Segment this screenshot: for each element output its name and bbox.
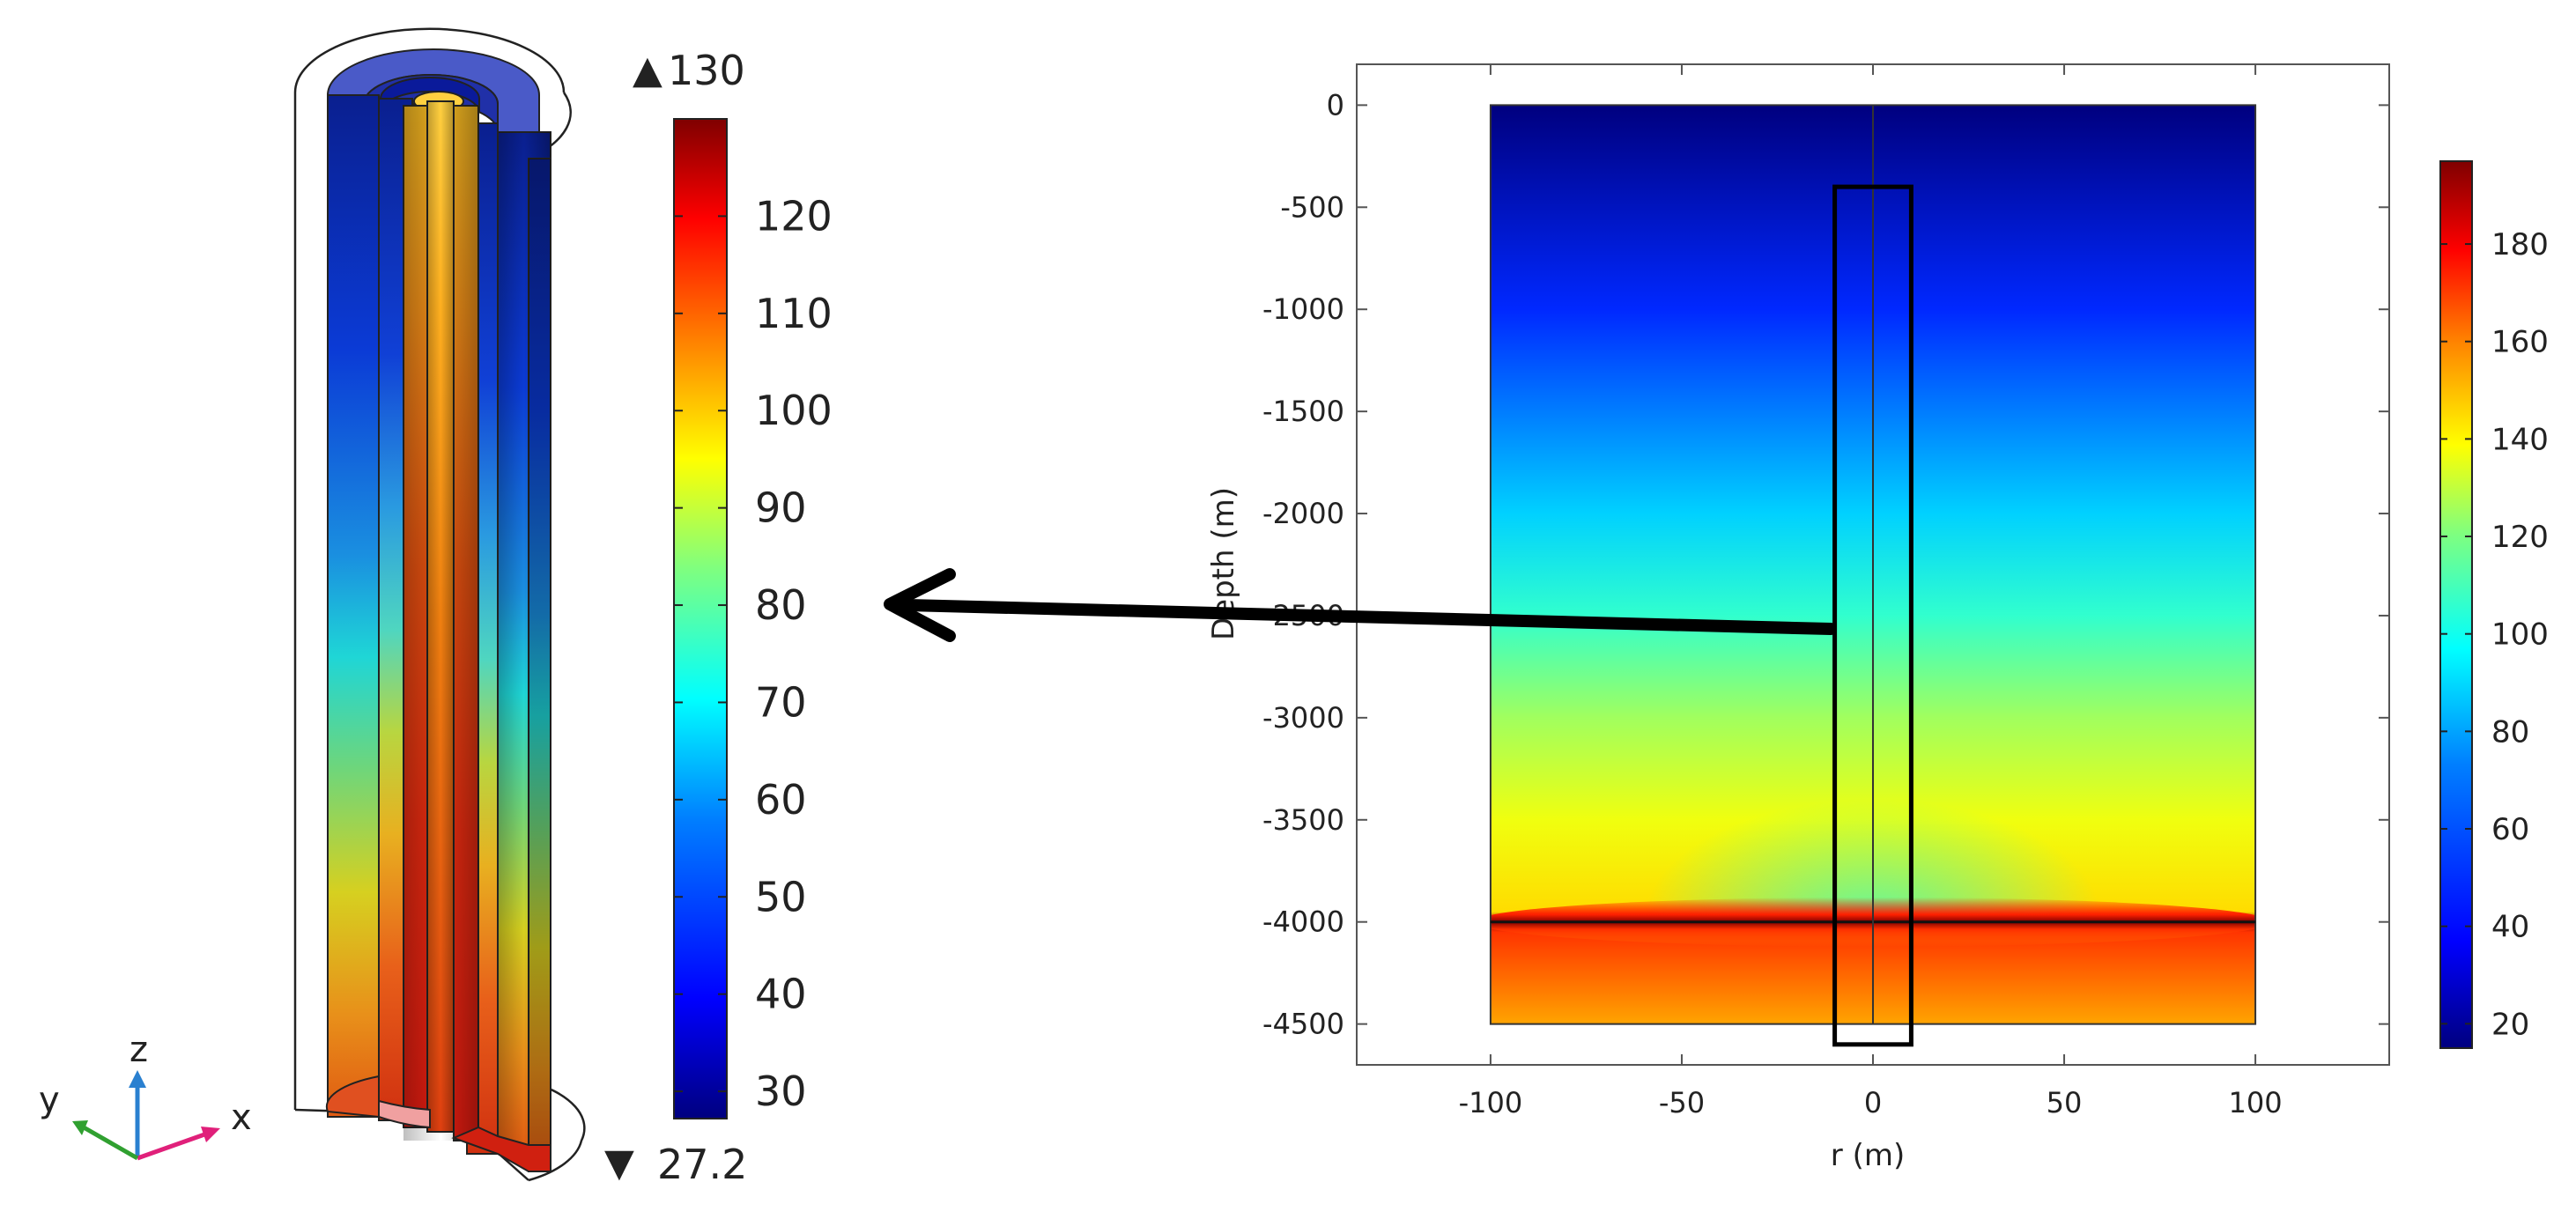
left-colorbar-tick-label: 40 — [755, 971, 807, 1018]
triad-x-arrowhead — [201, 1127, 220, 1142]
right-colorbar-tick-label: 140 — [2491, 422, 2549, 457]
right-colorbar-ticks: 20 40 60 80 100 120 140 160 180 — [2440, 227, 2549, 1042]
right-colorbar-tick-label: 40 — [2491, 910, 2529, 945]
x-tick-label: 100 — [2229, 1086, 2283, 1119]
right-colorbar-tick-label: 180 — [2491, 227, 2549, 262]
right-colorbar-tick-label: 100 — [2491, 617, 2549, 653]
y-tick-label: -4500 — [1262, 1008, 1344, 1041]
right-colorbar-tick-label: 60 — [2491, 812, 2529, 847]
left-colorbar-tick-label: 70 — [755, 678, 807, 726]
cylinder-3d-model — [293, 27, 586, 1182]
triad-y-arrowhead — [72, 1120, 88, 1135]
right-colorbar-tick-label: 20 — [2491, 1007, 2529, 1042]
triad-y-axis — [82, 1125, 139, 1161]
y-tick-label: -500 — [1280, 190, 1344, 224]
y-tick-label: -2000 — [1262, 497, 1344, 530]
right-colorbar-tick-label: 80 — [2491, 714, 2529, 750]
y-tick-label: -3500 — [1262, 803, 1344, 837]
right-colorbar-bar — [2439, 160, 2473, 1049]
y-tick-label: -4000 — [1262, 905, 1344, 939]
left-colorbar-tick-label: 80 — [755, 581, 807, 629]
left-colorbar-tick-label: 30 — [755, 1068, 807, 1115]
left-colorbar-max-marker: ▲ — [633, 48, 663, 92]
left-colorbar-tick-label: 100 — [755, 387, 833, 434]
left-colorbar-tick-label: 110 — [755, 290, 833, 337]
left-colorbar-tick-label: 120 — [755, 192, 833, 240]
y-axis-ticks: 0-500-1000-1500-2000-2500-3000-3500-4000… — [1262, 88, 2389, 1041]
x-tick-label: -100 — [1459, 1086, 1523, 1119]
triad-z-arrowhead — [129, 1070, 146, 1088]
pointer-arrow-shaft — [901, 599, 1837, 635]
x-axis-label: r (m) — [1831, 1138, 1905, 1173]
x-tick-label: -50 — [1659, 1086, 1705, 1119]
triad-x-axis — [137, 1131, 208, 1161]
right-colorbar-tick-label: 160 — [2491, 325, 2549, 360]
right-colorbar-tick-label: 120 — [2491, 520, 2549, 555]
x-tick-label: 0 — [1864, 1086, 1882, 1119]
right-wall — [528, 158, 551, 1172]
triad-x-label: x — [231, 1097, 252, 1138]
core-rod-shade — [427, 101, 454, 1132]
x-axis-ticks: -100 -50 0 50 100 — [1459, 64, 2283, 1119]
left-colorbar: 30 40 50 60 70 80 90 100 110 120 ▲ 130 ▼ 27.2 — [604, 47, 833, 1188]
outer-shell-left-face — [327, 94, 380, 1118]
pointer-arrow — [884, 568, 1837, 642]
right-wall-shade — [529, 159, 551, 1171]
x-tick-label: 50 — [2047, 1086, 2083, 1119]
highlight-box — [1832, 184, 1913, 1047]
y-tick-label: -3000 — [1262, 701, 1344, 735]
y-tick-label: -1500 — [1262, 395, 1344, 428]
pointer-arrow-head — [884, 568, 956, 642]
left-colorbar-min-marker: ▼ — [604, 1141, 634, 1186]
left-colorbar-ticks: 30 40 50 60 70 80 90 100 110 120 — [674, 192, 833, 1115]
left-colorbar-tick-label: 90 — [755, 484, 807, 532]
y-tick-label: 0 — [1327, 88, 1344, 122]
bottom-cap — [325, 1075, 551, 1172]
axis-triad: z x y — [39, 1030, 252, 1161]
left-colorbar-max-label: 130 — [668, 47, 745, 94]
left-colorbar-bar — [673, 118, 728, 1119]
right-colorbar: 20 40 60 80 100 120 140 160 180 — [2439, 160, 2549, 1049]
y-tick-label: -1000 — [1262, 292, 1344, 326]
triad-y-label: y — [39, 1080, 60, 1120]
triad-z-label: z — [130, 1030, 148, 1070]
left-colorbar-tick-label: 50 — [755, 873, 807, 920]
left-colorbar-tick-label: 60 — [755, 776, 807, 824]
left-colorbar-min-label: 27.2 — [657, 1141, 747, 1188]
